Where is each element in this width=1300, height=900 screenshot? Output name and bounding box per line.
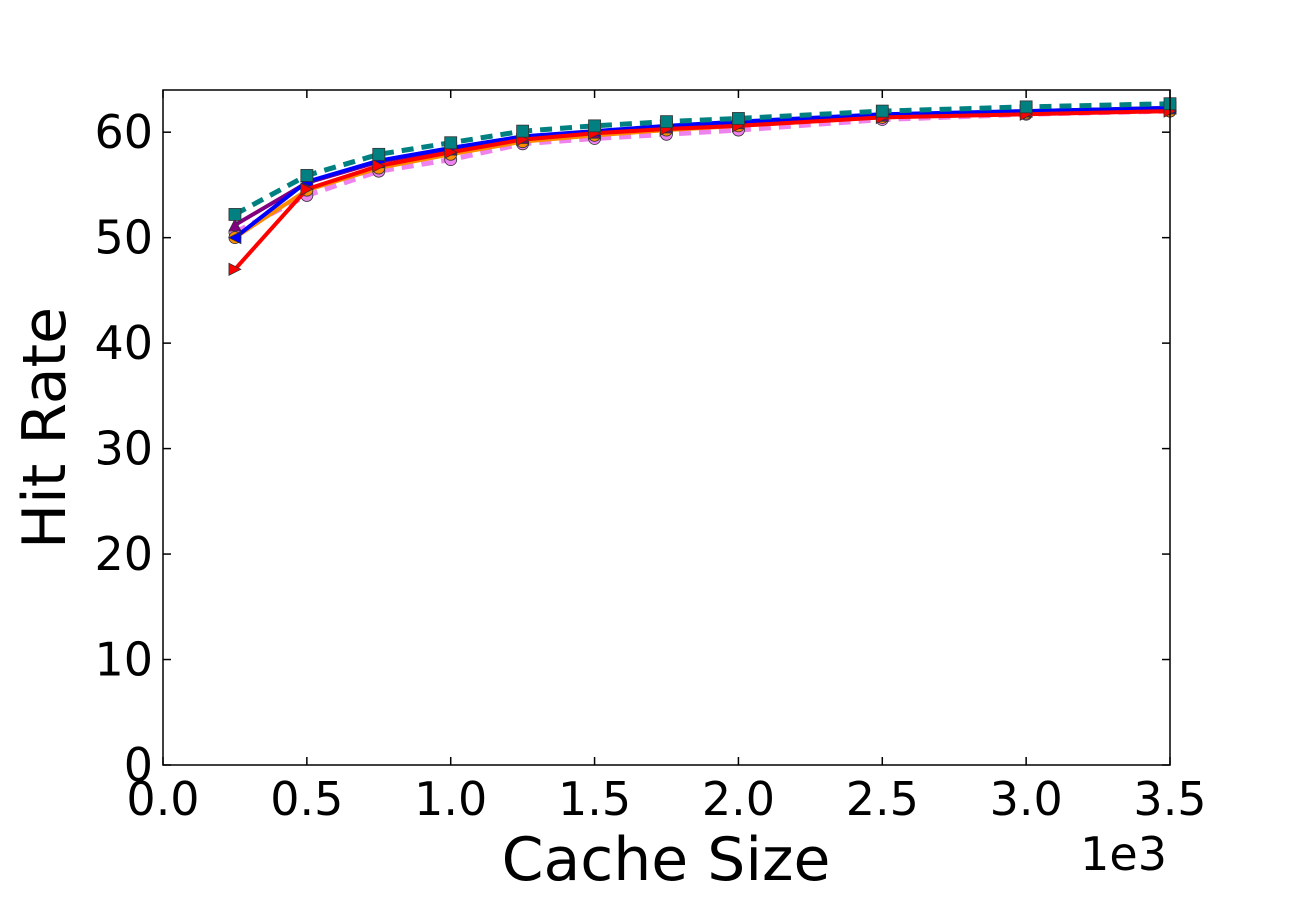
y-axis-label: Hit Rate [10, 307, 80, 549]
data-point [228, 262, 242, 276]
data-point [516, 124, 530, 138]
x-tick-label: 0.5 [270, 772, 343, 826]
tick-layer: 0.0 0.5 1.0 1.5 2.0 2.5 3.0 3.5 0 10 20 30 40 50 60 [94, 90, 1207, 826]
x-tick-label: 1.5 [558, 772, 631, 826]
x-axis-offset-label: 1e3 [1080, 827, 1167, 881]
data-point [372, 147, 386, 161]
x-tick-label: 3.5 [1133, 772, 1206, 826]
series-layer [228, 97, 1177, 276]
data-point [444, 136, 458, 150]
x-tick-label: 2.0 [702, 772, 775, 826]
data-point [300, 182, 314, 196]
data-point [732, 112, 745, 125]
series-line [233, 101, 1171, 217]
x-tick-label: 1.0 [414, 772, 487, 826]
y-tick-label: 50 [94, 211, 153, 265]
y-tick-label: 40 [94, 316, 153, 370]
y-tick-label: 0 [124, 738, 153, 792]
x-tick-label: 0.0 [126, 772, 199, 826]
data-point [372, 159, 386, 173]
y-tick-label: 30 [94, 422, 153, 476]
y-tick-label: 60 [94, 105, 153, 159]
data-point [228, 231, 242, 245]
data-point [300, 169, 314, 182]
data-point [588, 119, 601, 133]
plot-frame [162, 89, 1171, 766]
data-point [444, 145, 458, 159]
x-tick-label: 2.5 [846, 772, 919, 826]
data-point [228, 218, 242, 232]
data-point [228, 208, 242, 221]
data-point [660, 115, 673, 129]
y-tick-label: 20 [94, 527, 153, 581]
data-point [875, 104, 889, 118]
series-5 [228, 97, 1177, 221]
y-tick-label: 10 [94, 633, 153, 687]
series-line [233, 109, 1171, 271]
x-axis-label: Cache Size [502, 825, 831, 895]
data-point [1019, 100, 1033, 114]
x-tick-label: 3.0 [990, 772, 1063, 826]
